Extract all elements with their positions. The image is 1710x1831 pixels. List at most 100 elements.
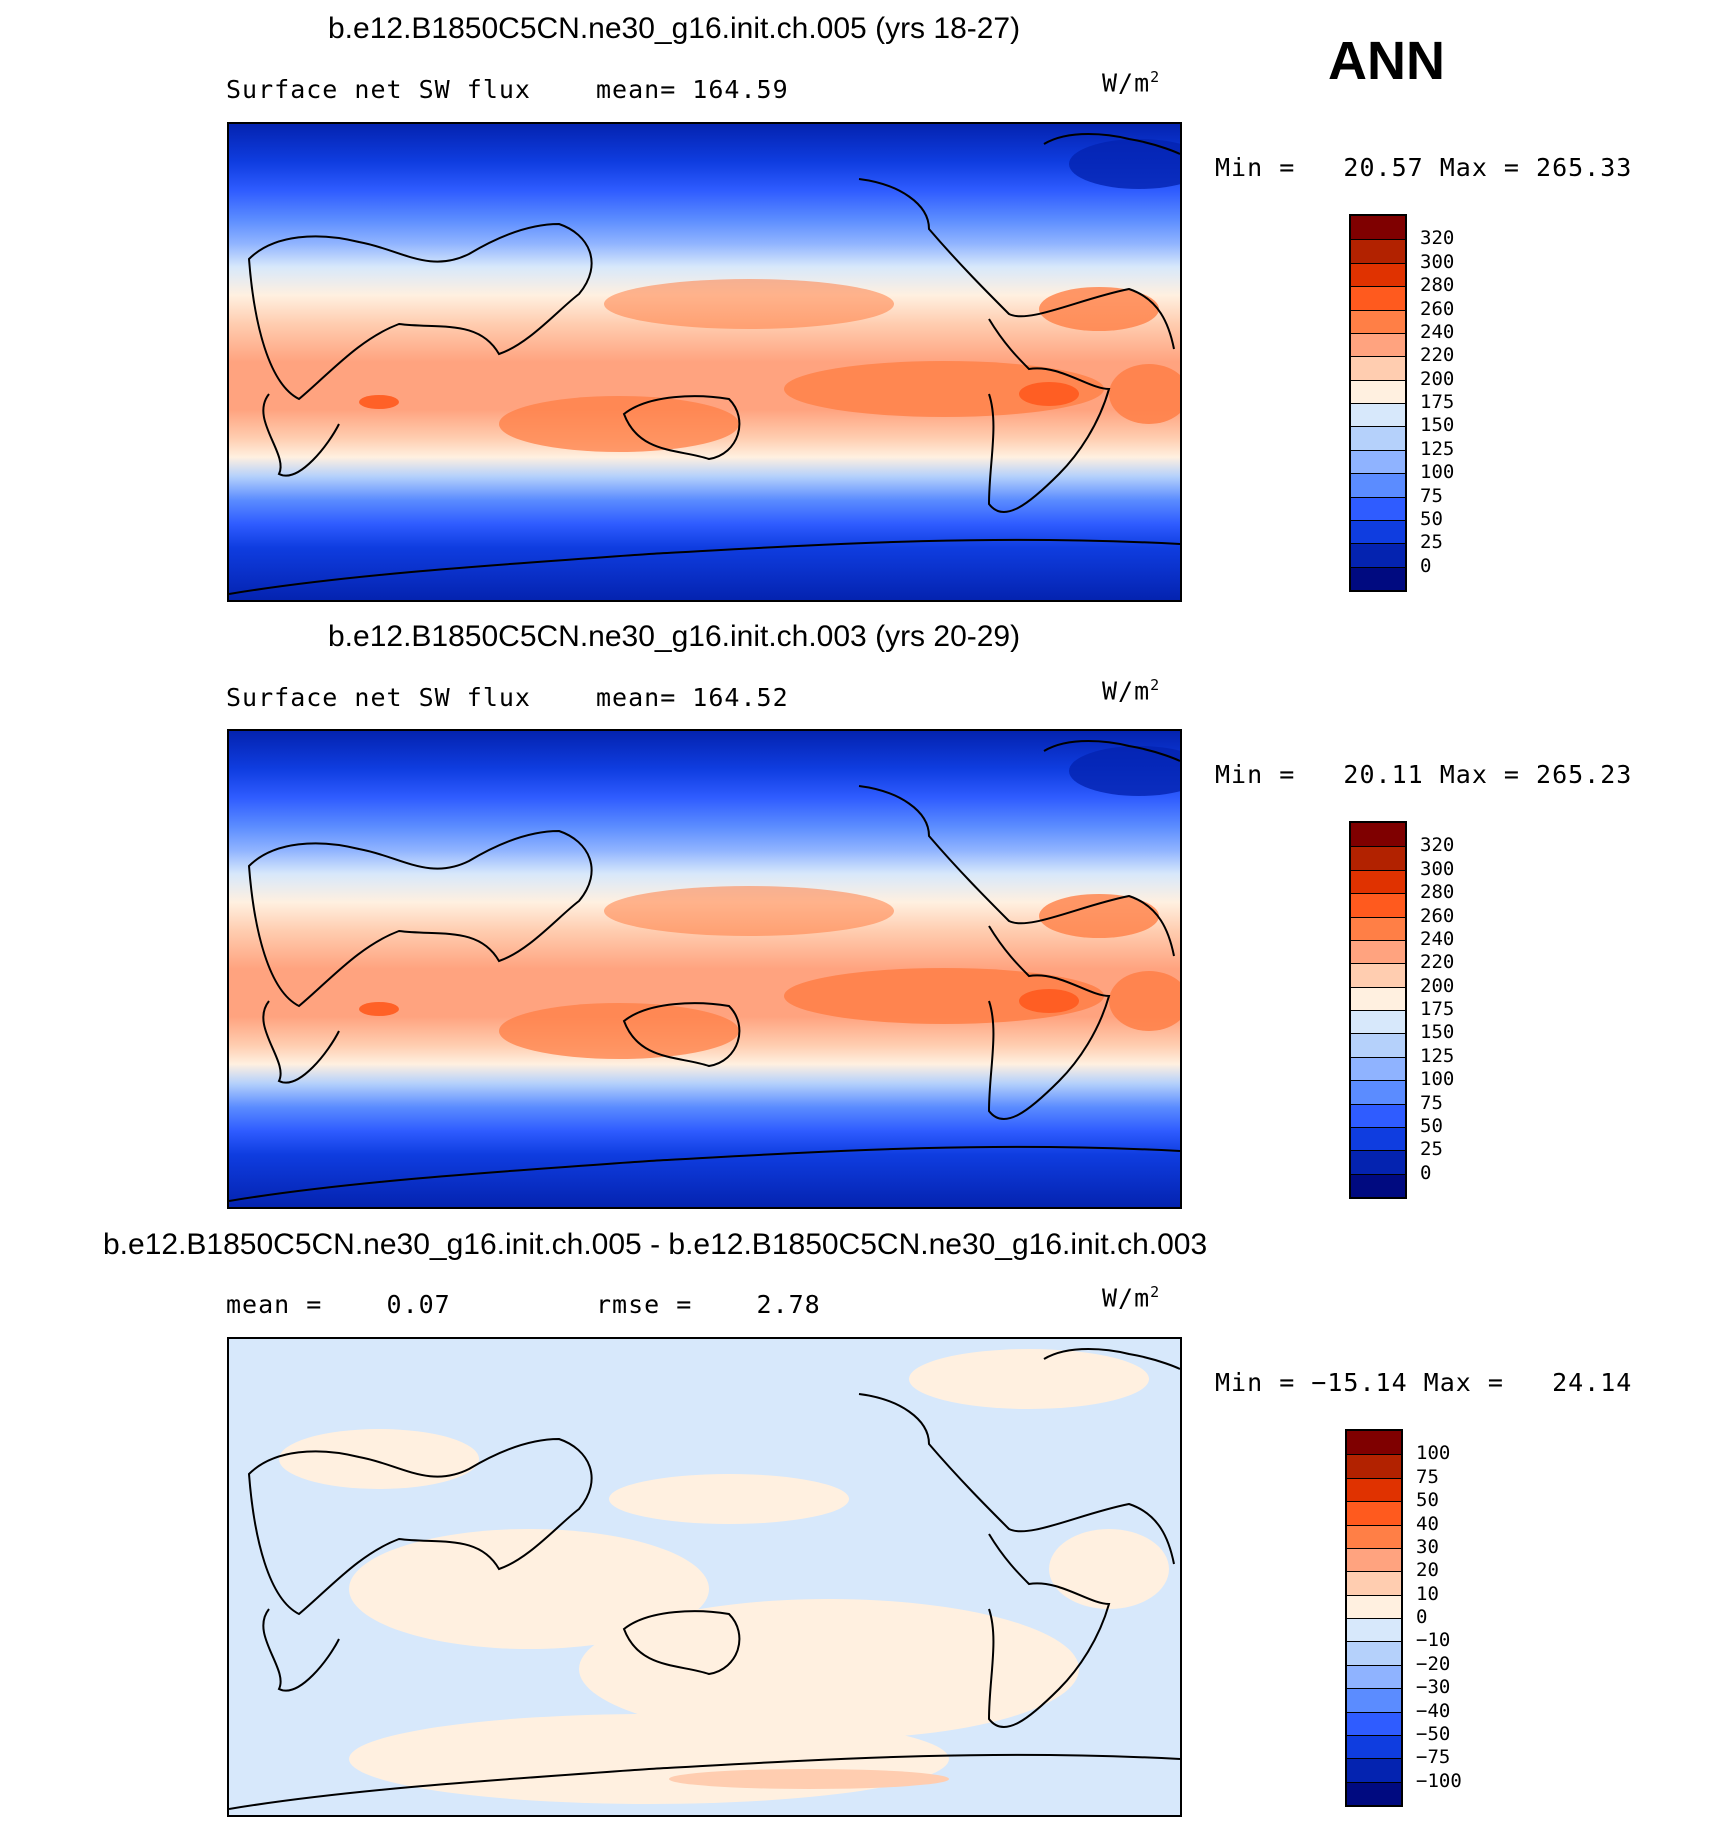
colorbar-tick-label: 300 [1420,857,1455,880]
colorbar-swatch [1351,449,1405,474]
colorbar-tick-label: 150 [1420,414,1455,437]
colorbar-swatch [1351,1126,1405,1151]
colorbar-swatch [1347,1477,1401,1502]
colorbar-swatch [1351,496,1405,520]
colorbar-tick-label: 200 [1420,367,1455,390]
colorbar-swatch [1351,1103,1405,1127]
colorbar-swatch [1351,939,1405,964]
panel1-title: b.e12.B1850C5CN.ne30_g16.init.ch.005 (yr… [328,12,1021,45]
colorbar-swatch [1351,986,1405,1010]
colorbar-tick-label: 240 [1420,927,1455,950]
colorbar-swatch [1347,1571,1401,1595]
colorbar-swatch [1351,846,1405,870]
colorbar-swatch [1351,893,1405,917]
colorbar-swatch [1351,356,1405,380]
panel2-map-svg [229,731,1180,1207]
colorbar-tick-label: 175 [1420,998,1455,1020]
colorbar-swatch [1347,1758,1401,1782]
panel2-colorbar-segments [1351,823,1405,1197]
panel1-variable-label: Surface net SW flux [226,75,531,104]
colorbar-swatch [1351,1173,1405,1197]
colorbar-swatch [1351,332,1405,357]
colorbar-swatch [1347,1664,1401,1689]
colorbar-swatch [1347,1781,1401,1805]
panel3-minmax: Min = −15.14 Max = 24.14 [1215,1368,1633,1397]
colorbar-swatch [1351,239,1405,263]
panel1-mean-label: mean= 164.59 [596,75,789,104]
colorbar-swatch [1347,1618,1401,1642]
colorbar-tick-label: 220 [1420,344,1455,367]
panel3-title: b.e12.B1850C5CN.ne30_g16.init.ch.005 - b… [103,1228,1208,1261]
colorbar-swatch [1351,823,1405,847]
colorbar-swatch [1351,543,1405,567]
colorbar-swatch [1347,1454,1401,1478]
colorbar-tick-label: 0 [1420,1161,1432,1184]
colorbar-swatch [1347,1711,1401,1735]
colorbar-swatch [1351,869,1405,894]
colorbar-tick-label: 25 [1420,531,1443,554]
colorbar-tick-label: 125 [1420,437,1455,460]
panel3-mean-label: mean = 0.07 [226,1290,451,1319]
colorbar-tick-label: 220 [1420,951,1455,974]
colorbar-swatch [1351,473,1405,497]
colorbar-swatch [1351,1056,1405,1081]
colorbar-tick-label: 200 [1420,974,1455,997]
panel2-variable-label: Surface net SW flux [226,683,531,712]
colorbar-tick-label: 300 [1420,250,1455,273]
colorbar-swatch [1351,916,1405,940]
colorbar-swatch [1351,963,1405,987]
colorbar-tick-label: 25 [1420,1138,1443,1161]
colorbar-tick-label: −50 [1416,1722,1451,1745]
colorbar-tick-label: −20 [1416,1652,1451,1675]
panel1-map [227,122,1182,602]
colorbar-tick-label: −30 [1416,1676,1451,1699]
colorbar-tick-label: 75 [1420,484,1443,507]
panel1-colorbar [1349,214,1407,592]
panel1-colorbar-segments [1351,216,1405,590]
colorbar-tick-label: 260 [1420,904,1455,927]
colorbar-tick-label: 100 [1416,1442,1451,1465]
panel2-colorbar [1349,821,1407,1199]
colorbar-tick-label: 125 [1420,1044,1455,1067]
colorbar-tick-label: 20 [1416,1559,1439,1582]
colorbar-tick-label: 280 [1420,881,1455,904]
colorbar-tick-label: 280 [1420,274,1455,297]
colorbar-swatch [1351,1150,1405,1174]
panel3-colorbar-segments [1347,1431,1401,1805]
colorbar-swatch [1347,1688,1401,1712]
colorbar-swatch [1351,403,1405,427]
colorbar-swatch [1351,1010,1405,1034]
colorbar-swatch [1347,1641,1401,1665]
colorbar-swatch [1351,262,1405,287]
colorbar-swatch [1347,1431,1401,1455]
colorbar-tick-label: 50 [1420,1114,1443,1137]
colorbar-tick-label: 260 [1420,297,1455,320]
colorbar-tick-label: 175 [1420,391,1455,413]
colorbar-swatch [1351,309,1405,333]
colorbar-tick-label: 320 [1420,834,1455,857]
colorbar-tick-label: 320 [1420,227,1455,250]
colorbar-swatch [1351,1033,1405,1057]
colorbar-swatch [1347,1501,1401,1525]
season-label: ANN [1328,31,1445,91]
colorbar-tick-label: 240 [1420,320,1455,343]
colorbar-tick-label: −10 [1416,1629,1451,1652]
panel3-map-svg [229,1339,1180,1815]
colorbar-tick-label: 40 [1416,1512,1439,1535]
colorbar-tick-label: −75 [1416,1746,1451,1769]
colorbar-tick-label: 100 [1420,461,1455,484]
panel1-map-svg [229,124,1180,600]
panel2-title: b.e12.B1850C5CN.ne30_g16.init.ch.003 (yr… [328,620,1021,653]
colorbar-swatch [1351,426,1405,450]
colorbar-tick-label: −100 [1416,1769,1462,1792]
colorbar-tick-label: 100 [1420,1068,1455,1091]
colorbar-tick-label: −40 [1416,1699,1451,1722]
colorbar-swatch [1351,1080,1405,1104]
panel3-units: W/m2 [1102,1283,1161,1313]
panel2-mean-label: mean= 164.52 [596,683,789,712]
colorbar-swatch [1347,1594,1401,1618]
panel1-minmax: Min = 20.57 Max = 265.33 [1215,153,1633,182]
colorbar-tick-label: 75 [1416,1465,1439,1488]
colorbar-tick-label: 50 [1420,507,1443,530]
colorbar-tick-label: 75 [1420,1091,1443,1114]
